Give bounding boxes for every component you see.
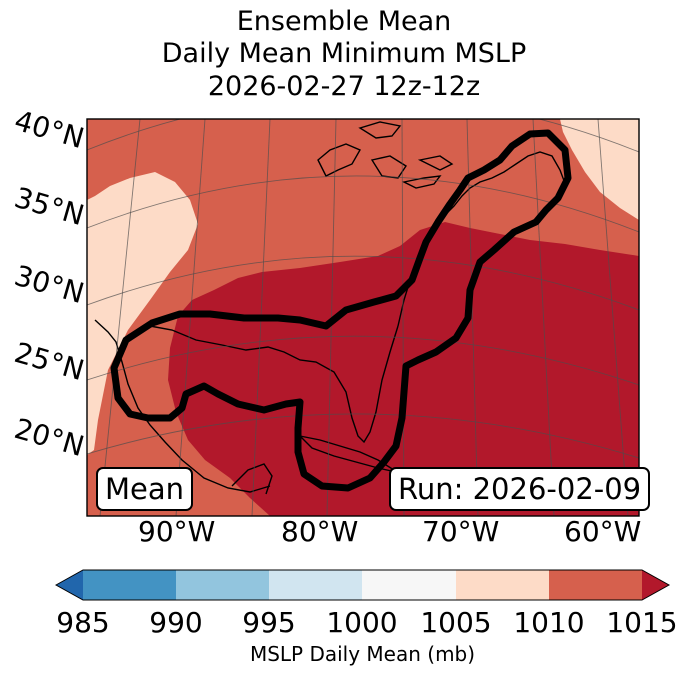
colorbar-segment-1010	[549, 570, 642, 600]
colorbar-extend-low	[56, 570, 83, 600]
lat-line-40	[87, 119, 639, 153]
title-line-3: 2026-02-27 12z-12z	[207, 71, 481, 102]
colorbar-tick-1005: 1005	[420, 606, 492, 639]
lon-label-70w: 70°W	[422, 515, 500, 548]
colorbar-segment-1000	[362, 570, 456, 600]
lon-label-80w: 80°W	[281, 515, 359, 548]
gulf-coast	[94, 319, 399, 493]
colorbar-segment-995	[269, 570, 362, 600]
pressure-field-1005-west	[87, 172, 198, 455]
colorbar-tick-990: 990	[149, 606, 203, 639]
lat-line-20	[87, 413, 639, 459]
lon-line-65	[532, 119, 555, 516]
lon-label-90w: 90°W	[138, 515, 216, 548]
lon-line-95	[99, 119, 141, 516]
colorbar-segment-985	[83, 570, 176, 600]
colorbar-label: MSLP Daily Mean (mb)	[249, 642, 476, 666]
colorbar	[54, 569, 671, 601]
colorbar-segment-1005	[456, 570, 549, 600]
colorbar-segment-990	[176, 570, 269, 600]
colorbar-tick-995: 995	[242, 606, 296, 639]
colorbar-tick-1000: 1000	[326, 606, 398, 639]
colorbar-extend-high	[642, 570, 669, 600]
lon-label-60w: 60°W	[564, 515, 642, 548]
colorbar-tick-1010: 1010	[513, 606, 585, 639]
colorbar-tick-985: 985	[56, 606, 110, 639]
run-date-box: Run: 2026-02-09	[389, 467, 651, 511]
colorbar-outline	[54, 569, 671, 601]
lon-line-75	[401, 119, 405, 516]
title-line-2: Daily Mean Minimum MSLP	[161, 38, 527, 69]
lat-line-30	[87, 255, 639, 311]
yucatan	[231, 463, 273, 495]
colorbar-tick-1015: 1015	[606, 606, 678, 639]
region-outline-icon	[110, 129, 572, 492]
lat-line-25	[87, 335, 639, 386]
mean-box: Mean	[96, 467, 194, 511]
lat-line-35	[87, 175, 639, 233]
title-line-1: Ensemble Mean	[236, 6, 452, 37]
map-frame	[86, 118, 640, 517]
lon-line-60	[597, 119, 629, 516]
lon-line-70	[466, 119, 479, 516]
